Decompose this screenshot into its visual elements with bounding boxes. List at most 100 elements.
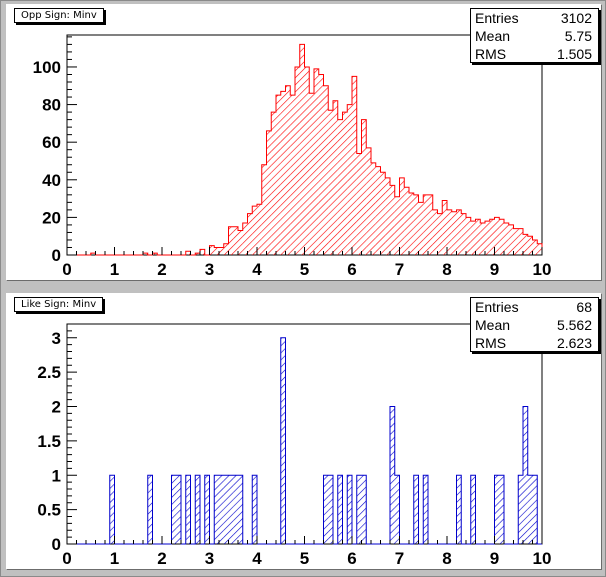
histogram-bin bbox=[380, 172, 386, 255]
histogram-bin bbox=[361, 119, 367, 255]
like-sign-title: Like Sign: Minv bbox=[14, 297, 104, 312]
histogram-bin bbox=[456, 475, 462, 544]
like-sign-histogram: 0 1 2 3 4 5 6 7 8 9 10 0 0.5 1 1.5 2 2.5 3 bbox=[37, 323, 552, 568]
stats-value: 5.562 bbox=[556, 317, 592, 333]
plot-frame bbox=[66, 323, 543, 545]
histogram-bin bbox=[333, 100, 338, 255]
histogram-bin bbox=[209, 245, 215, 255]
like-sign-pad[interactable]: 0 1 2 3 4 5 6 7 8 9 10 0 0.5 1 1.5 2 2.5 3 Like Sign: Min… bbox=[6, 293, 602, 570]
histogram-outline bbox=[67, 337, 542, 545]
histogram-bin bbox=[90, 253, 96, 255]
histogram-bin bbox=[504, 223, 509, 255]
stats-value: 2.623 bbox=[556, 335, 592, 351]
stats-row-mean: Mean 5.75 bbox=[475, 27, 592, 45]
x-tick-label: 10 bbox=[533, 549, 552, 568]
histogram-bin bbox=[466, 217, 471, 255]
y-tick-label: 60 bbox=[42, 133, 61, 152]
stats-value: 68 bbox=[576, 299, 592, 315]
x-tick-label: 0 bbox=[62, 549, 71, 568]
histogram-bin bbox=[328, 475, 333, 544]
histogram-bin bbox=[523, 406, 528, 544]
histogram-bin bbox=[342, 112, 348, 255]
histogram-bin bbox=[309, 93, 314, 256]
histogram-bin bbox=[518, 475, 523, 544]
histogram-bin bbox=[266, 130, 272, 255]
histogram-bin bbox=[257, 204, 262, 255]
stats-row-rms: RMS 2.623 bbox=[475, 334, 592, 352]
histogram-bin bbox=[399, 177, 405, 255]
histogram-bin bbox=[361, 475, 367, 544]
stats-value: 1.505 bbox=[556, 46, 592, 62]
histogram-bin bbox=[285, 85, 291, 256]
y-tick-label: 1.5 bbox=[37, 432, 61, 451]
x-tick-label: 7 bbox=[395, 260, 404, 279]
histogram-bin bbox=[200, 249, 205, 255]
stats-row-entries: Entries 68 bbox=[475, 298, 592, 316]
histogram-bin bbox=[352, 76, 357, 255]
histogram-bin bbox=[456, 209, 462, 255]
x-tick-label: 1 bbox=[110, 260, 119, 279]
x-tick-label: 5 bbox=[300, 549, 309, 568]
histogram-bin bbox=[394, 196, 400, 255]
histogram-bin bbox=[280, 337, 286, 544]
histogram-bin bbox=[171, 475, 177, 544]
histogram-bin bbox=[475, 219, 481, 255]
histogram-bin bbox=[451, 211, 457, 255]
histogram-bin bbox=[109, 475, 115, 544]
y-tick-label: 3 bbox=[52, 329, 61, 348]
histogram-bin bbox=[532, 475, 538, 544]
x-tick-label: 3 bbox=[205, 549, 214, 568]
histogram-bin bbox=[513, 228, 519, 255]
opp-sign-pad[interactable]: 0 1 2 3 4 5 6 7 8 9 10 0 20 40 60 80 100 Opp Sign: Minv … bbox=[6, 4, 602, 281]
histogram-bin bbox=[195, 253, 200, 255]
histogram-bin bbox=[480, 223, 485, 255]
x-tick-label: 9 bbox=[490, 260, 499, 279]
histogram-bin bbox=[261, 164, 267, 255]
histogram-bin bbox=[152, 253, 158, 255]
histogram-bin bbox=[276, 95, 281, 256]
histogram-bin bbox=[247, 213, 253, 255]
histogram-bin bbox=[299, 44, 305, 256]
histogram-bin bbox=[204, 475, 210, 544]
stats-label: Mean bbox=[475, 317, 511, 333]
y-tick-label: 0 bbox=[52, 246, 61, 265]
x-tick-label: 1 bbox=[110, 549, 119, 568]
histogram-bin bbox=[499, 475, 504, 544]
stats-row-entries: Entries 3102 bbox=[475, 9, 592, 27]
histogram-bin bbox=[508, 224, 514, 255]
histogram-bin bbox=[356, 153, 362, 255]
x-tick-label: 2 bbox=[157, 549, 166, 568]
histogram-bin bbox=[195, 475, 200, 544]
histogram-bin bbox=[485, 221, 490, 255]
histogram-bin bbox=[423, 475, 428, 544]
histogram-bin bbox=[489, 219, 495, 255]
histogram-bin bbox=[499, 219, 504, 255]
histogram-bin bbox=[461, 213, 466, 255]
stats-label: Entries bbox=[475, 10, 519, 26]
histogram-bin bbox=[252, 475, 257, 544]
histogram-bin bbox=[437, 213, 443, 255]
histogram-bin bbox=[447, 209, 452, 255]
stats-label: Mean bbox=[475, 28, 511, 44]
histogram-bin bbox=[290, 95, 295, 256]
histogram-bin bbox=[371, 162, 376, 255]
histogram-bin bbox=[233, 226, 238, 255]
x-tick-label: 4 bbox=[252, 260, 262, 279]
like-sign-stats-box[interactable]: Entries 68 Mean 5.562 RMS 2.623 bbox=[470, 297, 599, 352]
histogram-bin bbox=[314, 68, 319, 255]
histogram-bin bbox=[409, 192, 414, 255]
histogram-bin bbox=[494, 217, 500, 255]
histogram-bin bbox=[238, 230, 243, 255]
histogram-bin bbox=[527, 236, 533, 255]
histogram-bin bbox=[228, 226, 234, 255]
x-tick-label: 6 bbox=[347, 260, 356, 279]
histogram-bin bbox=[328, 110, 333, 255]
stats-row-mean: Mean 5.562 bbox=[475, 316, 592, 334]
opp-sign-stats-box[interactable]: Entries 3102 Mean 5.75 RMS 1.505 bbox=[470, 8, 599, 63]
x-tick-label: 9 bbox=[490, 549, 499, 568]
histogram-bin bbox=[523, 234, 528, 255]
y-tick-label: 20 bbox=[42, 208, 61, 227]
x-tick-label: 10 bbox=[533, 260, 552, 279]
histogram-bin bbox=[390, 406, 395, 544]
